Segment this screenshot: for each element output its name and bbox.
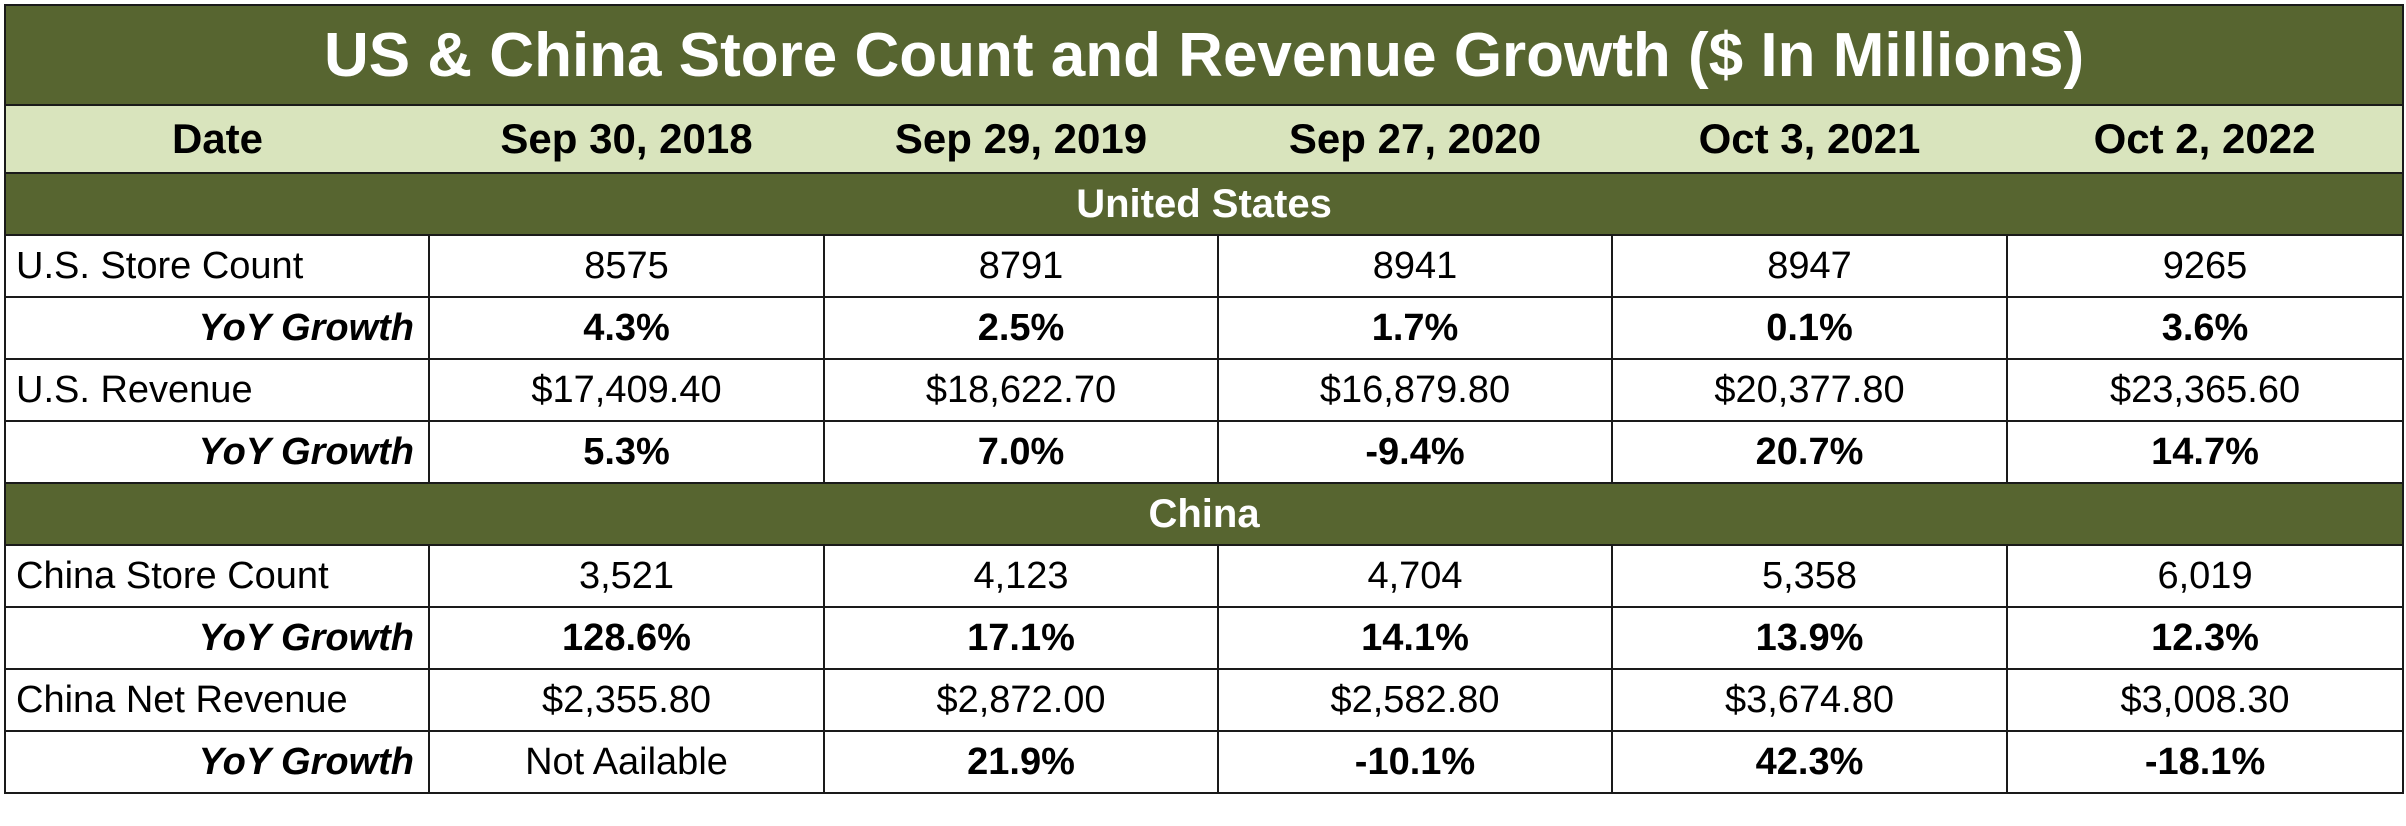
table-cell: 8575 [428, 234, 825, 298]
table-cell: $16,879.80 [1217, 358, 1613, 422]
table-cell: 8791 [823, 234, 1219, 298]
header-date: Sep 30, 2018 [429, 104, 824, 174]
row-label: China Net Revenue [4, 668, 430, 732]
header-date-label: Date [4, 104, 429, 174]
table-cell: $2,872.00 [823, 668, 1219, 732]
section-header: United States [3, 172, 2405, 236]
row-label: YoY Growth [4, 730, 430, 794]
table-cell: $3,008.30 [2005, 668, 2405, 732]
section-header: China [3, 482, 2405, 546]
row-label: U.S. Revenue [4, 358, 430, 422]
table-cell: 4,123 [823, 544, 1219, 608]
yoy-growth-row: YoY Growth 128.6% 17.1% 14.1% 13.9% 12.3% [4, 606, 2405, 670]
table-cell: 20.7% [1611, 420, 2008, 484]
table-cell: 5.3% [428, 420, 825, 484]
table-cell: 8947 [1611, 234, 2008, 298]
table-cell: 3.6% [2005, 296, 2405, 360]
yoy-growth-row: YoY Growth 5.3% 7.0% -9.4% 20.7% 14.7% [4, 420, 2405, 484]
table-cell: $17,409.40 [428, 358, 825, 422]
table-cell: $23,365.60 [2005, 358, 2405, 422]
table-cell: $2,582.80 [1217, 668, 1613, 732]
header-row: Date Sep 30, 2018 Sep 29, 2019 Sep 27, 2… [4, 104, 2405, 174]
row-label: YoY Growth [4, 420, 430, 484]
table-cell: 9265 [2005, 234, 2405, 298]
table-cell: 0.1% [1611, 296, 2008, 360]
table-cell: Not Aailable [428, 730, 825, 794]
table-cell: 12.3% [2005, 606, 2405, 670]
table-cell: 3,521 [428, 544, 825, 608]
table-cell: 8941 [1217, 234, 1613, 298]
table-cell: -9.4% [1217, 420, 1613, 484]
table-cell: -10.1% [1217, 730, 1613, 794]
header-date: Oct 2, 2022 [2007, 104, 2405, 174]
table-cell: 17.1% [823, 606, 1219, 670]
table-cell: 42.3% [1611, 730, 2008, 794]
store-revenue-table: US & China Store Count and Revenue Growt… [3, 4, 2405, 794]
row-label: YoY Growth [4, 606, 430, 670]
table-row: China Store Count 3,521 4,123 4,704 5,358 6,0… [4, 544, 2405, 608]
yoy-growth-row: YoY Growth Not Aailable 21.9% -10.1% 42.3% -1… [4, 730, 2405, 794]
table-cell: 2.5% [823, 296, 1219, 360]
table-cell: 5,358 [1611, 544, 2008, 608]
table-cell: 13.9% [1611, 606, 2008, 670]
table-cell: 21.9% [823, 730, 1219, 794]
table-cell: 6,019 [2005, 544, 2405, 608]
table-cell: $3,674.80 [1611, 668, 2008, 732]
row-label: China Store Count [4, 544, 430, 608]
table-cell: 14.7% [2005, 420, 2405, 484]
row-label: U.S. Store Count [4, 234, 430, 298]
table-cell: -18.1% [2005, 730, 2405, 794]
table-cell: 7.0% [823, 420, 1219, 484]
table-cell: 14.1% [1217, 606, 1613, 670]
header-date: Sep 29, 2019 [824, 104, 1218, 174]
section-row: China [3, 482, 2405, 546]
table-cell: 4,704 [1217, 544, 1613, 608]
table-title: US & China Store Count and Revenue Growt… [3, 4, 2405, 106]
table-cell: $20,377.80 [1611, 358, 2008, 422]
row-label: YoY Growth [4, 296, 430, 360]
yoy-growth-row: YoY Growth 4.3% 2.5% 1.7% 0.1% 3.6% [4, 296, 2405, 360]
table-cell: 1.7% [1217, 296, 1613, 360]
data-table-sheet: US & China Store Count and Revenue Growt… [3, 4, 2405, 822]
section-row: United States [3, 172, 2405, 236]
header-date: Sep 27, 2020 [1218, 104, 1612, 174]
table-cell: $2,355.80 [428, 668, 825, 732]
table-row: U.S. Store Count 8575 8791 8941 8947 9265 [4, 234, 2405, 298]
table-cell: 4.3% [428, 296, 825, 360]
table-row: China Net Revenue $2,355.80 $2,872.00 $2,58… [4, 668, 2405, 732]
table-row: U.S. Revenue $17,409.40 $18,622.70 $16,879.… [4, 358, 2405, 422]
table-cell: 128.6% [428, 606, 825, 670]
header-date: Oct 3, 2021 [1612, 104, 2007, 174]
table-cell: $18,622.70 [823, 358, 1219, 422]
